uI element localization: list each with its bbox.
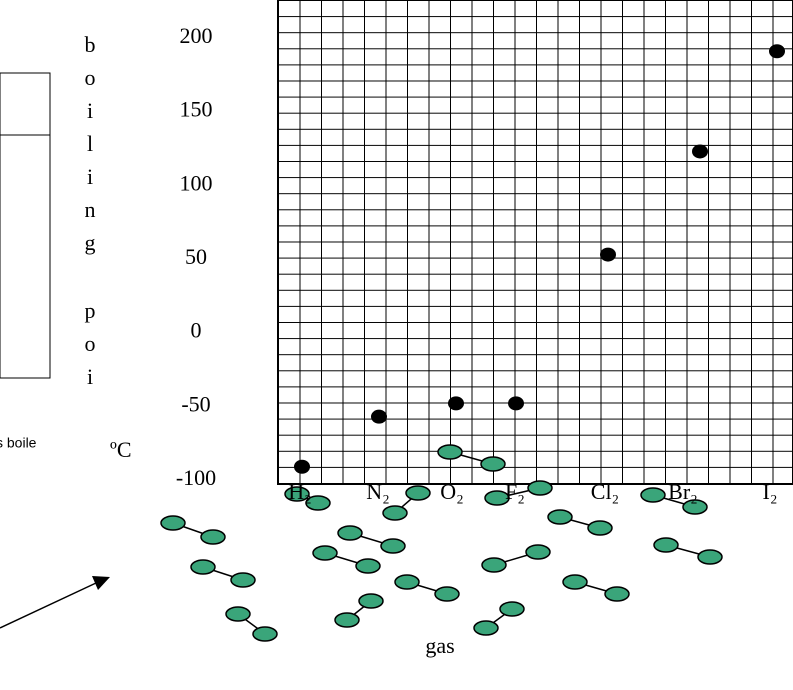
y-axis-label-letter: n bbox=[85, 197, 96, 222]
molecule-atom bbox=[527, 480, 553, 496]
molecule-atom bbox=[562, 574, 588, 590]
y-axis-label-letter: o bbox=[85, 65, 96, 90]
molecule-atom bbox=[653, 537, 679, 553]
x-tick-label: I₂ bbox=[763, 479, 778, 504]
x-tick-label: Cl₂ bbox=[591, 479, 619, 504]
molecule-atom bbox=[682, 499, 708, 515]
x-tick-label: O₂ bbox=[440, 479, 464, 504]
y-axis-unit: ºC bbox=[110, 437, 132, 462]
molecule-atom bbox=[334, 612, 360, 628]
molecule-atom bbox=[358, 593, 384, 609]
molecule-atom bbox=[160, 515, 186, 531]
y-axis-label-letter: i bbox=[87, 164, 93, 189]
y-tick-label: 100 bbox=[180, 170, 213, 195]
y-tick-label: 150 bbox=[180, 97, 213, 122]
side-caption: s boile bbox=[0, 435, 37, 451]
molecule-atom bbox=[305, 495, 331, 511]
y-tick-label: -100 bbox=[176, 465, 216, 490]
y-axis-label-letter: i bbox=[87, 364, 93, 389]
molecule-atom bbox=[481, 557, 507, 573]
y-axis-label-letter: l bbox=[87, 131, 93, 156]
plot-grid bbox=[277, 0, 793, 485]
x-tick-label: Br₂ bbox=[668, 479, 698, 504]
data-point bbox=[448, 396, 464, 411]
side-box bbox=[0, 72, 51, 379]
data-point bbox=[769, 44, 785, 59]
molecule-atom bbox=[284, 486, 310, 502]
molecule-atom bbox=[405, 485, 431, 501]
data-point bbox=[600, 247, 616, 262]
y-tick-label: 200 bbox=[180, 23, 213, 48]
arrow-line bbox=[0, 582, 97, 629]
x-tick-label: N₂ bbox=[366, 479, 390, 504]
molecule-atom bbox=[252, 626, 278, 642]
molecule-atom bbox=[484, 490, 510, 506]
molecule-atom bbox=[225, 606, 251, 622]
y-tick-label: 50 bbox=[185, 244, 207, 269]
molecule-atom bbox=[547, 509, 573, 525]
molecule-atom bbox=[337, 525, 363, 541]
molecule-atom bbox=[382, 505, 408, 521]
y-axis-label-letter: i bbox=[87, 98, 93, 123]
data-point bbox=[692, 144, 708, 159]
y-axis-label-letter: p bbox=[85, 298, 96, 323]
molecule-atom bbox=[499, 601, 525, 617]
y-axis-label-letter: g bbox=[85, 230, 96, 255]
molecule-atom bbox=[230, 572, 256, 588]
x-tick-label: H₂ bbox=[288, 479, 312, 504]
molecule-atom bbox=[190, 559, 216, 575]
y-tick-label: 0 bbox=[191, 318, 202, 343]
molecule-atom bbox=[525, 544, 551, 560]
molecule-atom bbox=[473, 620, 499, 636]
arrow-head bbox=[92, 576, 110, 590]
molecule-atom bbox=[355, 558, 381, 574]
molecule-atom bbox=[697, 549, 723, 565]
molecule-atom bbox=[312, 545, 338, 561]
molecule-atom bbox=[437, 444, 463, 460]
molecules bbox=[160, 444, 723, 642]
x-axis-label: gas bbox=[425, 633, 454, 658]
y-axis-label-letter: o bbox=[85, 331, 96, 356]
y-tick-label: -50 bbox=[181, 391, 210, 416]
molecule-atom bbox=[480, 456, 506, 472]
data-point bbox=[508, 396, 524, 411]
molecule-atom bbox=[587, 520, 613, 536]
molecule-atom bbox=[200, 529, 226, 545]
molecule-atom bbox=[604, 586, 630, 602]
y-axis-label-letter: b bbox=[85, 32, 96, 57]
molecule-atom bbox=[640, 487, 666, 503]
molecule-atom bbox=[434, 586, 460, 602]
x-tick-label: F₂ bbox=[505, 479, 525, 504]
molecule-atom bbox=[394, 574, 420, 590]
molecule-atom bbox=[380, 538, 406, 554]
data-point bbox=[294, 459, 310, 474]
data-point bbox=[371, 409, 387, 424]
